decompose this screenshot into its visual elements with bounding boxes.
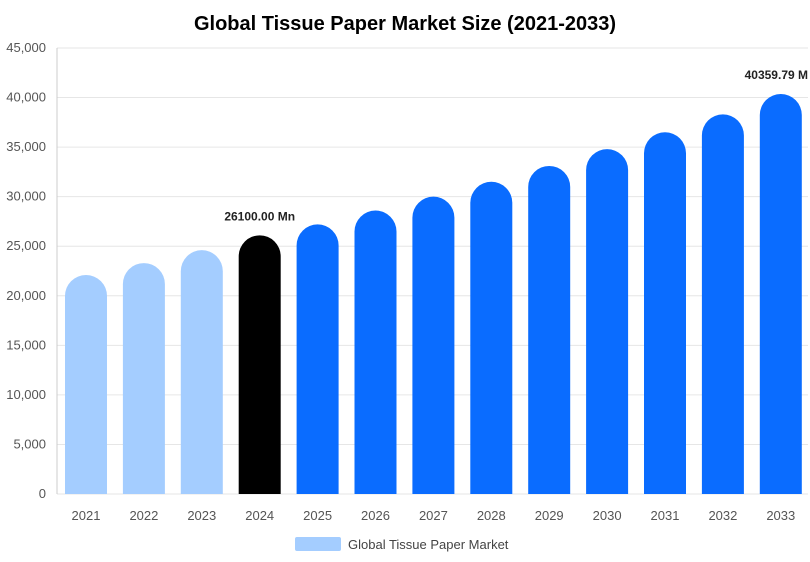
x-tick-label: 2027 <box>419 508 448 523</box>
y-tick-label: 10,000 <box>6 387 46 402</box>
bar-2029 <box>528 165 571 495</box>
bar-2026 <box>354 210 397 494</box>
annotations: 26100.00 Mn 40359.79 M <box>224 68 808 223</box>
y-tick-label: 15,000 <box>6 337 46 352</box>
bar-2023 <box>180 250 223 494</box>
y-tick-label: 0 <box>39 486 46 501</box>
bar-2025 <box>296 224 339 494</box>
bar-2032 <box>701 114 744 495</box>
legend-label: Global Tissue Paper Market <box>348 537 509 552</box>
x-tick-label: 2033 <box>766 508 795 523</box>
bar-2030 <box>586 149 629 495</box>
bar-2028 <box>470 181 513 494</box>
x-tick-label: 2021 <box>72 508 101 523</box>
x-tick-label: 2024 <box>245 508 274 523</box>
x-tick-label: 2028 <box>477 508 506 523</box>
x-tick-label: 2023 <box>187 508 216 523</box>
x-tick-label: 2030 <box>593 508 622 523</box>
bar-2033 <box>759 93 802 495</box>
y-tick-label: 40,000 <box>6 90 46 105</box>
y-axis: 0 5,000 10,000 15,000 20,000 25,000 30,000 35,0… <box>6 40 58 501</box>
x-tick-label: 2029 <box>535 508 564 523</box>
x-tick-label: 2025 <box>303 508 332 523</box>
legend-swatch <box>295 537 341 551</box>
y-tick-label: 25,000 <box>6 238 46 253</box>
data-label-2024: 26100.00 Mn <box>224 209 295 223</box>
y-tick-label: 35,000 <box>6 139 46 154</box>
legend: Global Tissue Paper Market <box>295 537 509 552</box>
x-tick-label: 2022 <box>129 508 158 523</box>
y-tick-label: 45,000 <box>6 40 46 55</box>
bar-2031 <box>644 132 686 494</box>
bar-2022 <box>122 263 165 494</box>
x-tick-label: 2031 <box>651 508 680 523</box>
bar-2024 <box>238 235 281 494</box>
chart-title: Global Tissue Paper Market Size (2021-20… <box>194 13 616 35</box>
x-tick-label: 2032 <box>708 508 737 523</box>
y-tick-label: 20,000 <box>6 288 46 303</box>
x-axis: 2021 2022 2023 2024 2025 2026 2027 2028 2029 2030… <box>72 508 796 523</box>
bars <box>65 93 802 495</box>
bar-2027 <box>412 196 455 494</box>
data-label-2033: 40359.79 M <box>745 68 808 82</box>
y-tick-label: 30,000 <box>6 189 46 204</box>
x-tick-label: 2026 <box>361 508 390 523</box>
bar-2021 <box>65 274 107 494</box>
y-tick-label: 5,000 <box>13 436 46 451</box>
